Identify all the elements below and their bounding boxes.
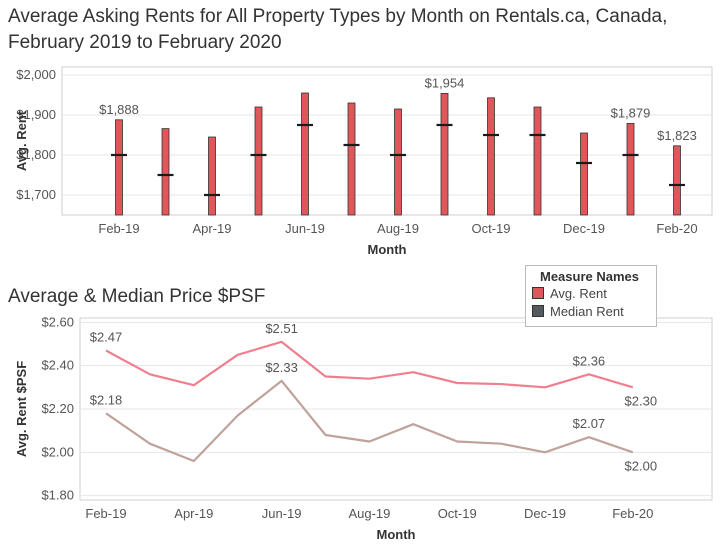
y-axis-title: Avg. Rent $PSF	[14, 361, 29, 457]
y-tick-label: $1,700	[16, 187, 56, 202]
bar	[580, 132, 588, 216]
bar	[440, 93, 449, 216]
y-axis-title: Avg. Rent	[14, 110, 29, 171]
data-label: $1,888	[99, 102, 139, 117]
x-tick-label: Jun-19	[262, 506, 302, 521]
legend-item-median-rent[interactable]: Median Rent	[526, 302, 656, 320]
bar	[115, 119, 123, 216]
x-tick-label: Apr-19	[192, 221, 231, 236]
data-label: $1,954	[425, 75, 465, 90]
y-tick-label: $2.00	[41, 444, 74, 459]
data-label: $2.33	[265, 360, 298, 375]
x-tick-label: Jun-19	[285, 221, 325, 236]
data-label: $2.18	[90, 392, 123, 407]
data-label: $2.51	[265, 321, 298, 336]
median-rent-line	[105, 379, 634, 463]
bar	[487, 97, 495, 216]
legend-label-median-rent: Median Rent	[550, 303, 624, 319]
chart-title-top: Average Asking Rents for All Property Ty…	[8, 6, 668, 53]
bar	[254, 106, 263, 216]
x-tick-label: Apr-19	[174, 506, 213, 521]
bar	[161, 128, 170, 216]
x-tick-label: Aug-19	[377, 221, 419, 236]
bar	[626, 123, 635, 216]
legend-item-avg-rent[interactable]: Avg. Rent	[526, 284, 656, 302]
bar	[347, 102, 356, 216]
bar	[208, 136, 216, 216]
bar	[533, 106, 542, 216]
x-tick-label: Aug-19	[348, 506, 390, 521]
x-axis-title: Month	[377, 527, 416, 542]
legend: Measure Names Avg. Rent Median Rent	[525, 265, 657, 327]
data-label: $2.30	[625, 393, 658, 408]
y-tick-label: $2,000	[16, 67, 56, 82]
x-tick-label: Oct-19	[438, 506, 477, 521]
legend-swatch-median-rent	[532, 305, 544, 317]
y-tick-label: $2.20	[41, 401, 74, 416]
legend-title: Measure Names	[540, 269, 639, 284]
y-tick-label: $2.60	[41, 314, 74, 329]
x-tick-label: Oct-19	[471, 221, 510, 236]
data-label: $2.47	[90, 330, 123, 345]
plot-area	[61, 66, 713, 216]
y-tick-label: $1,900	[16, 107, 56, 122]
x-tick-label: Feb-20	[656, 221, 697, 236]
avg-rent-line	[105, 340, 634, 389]
legend-label-avg-rent: Avg. Rent	[550, 285, 607, 301]
x-axis-title: Month	[368, 242, 407, 257]
x-tick-label: Dec-19	[563, 221, 605, 236]
chart-title-bottom: Average & Median Price $PSF	[8, 286, 266, 307]
bar	[394, 108, 402, 216]
data-label: $1,879	[611, 105, 651, 120]
data-label: $2.00	[625, 458, 658, 473]
data-label: $2.07	[573, 416, 606, 431]
x-tick-label: Dec-19	[524, 506, 566, 521]
x-tick-label: Feb-19	[85, 506, 126, 521]
y-tick-label: $1,800	[16, 147, 56, 162]
y-tick-label: $2.40	[41, 358, 74, 373]
x-tick-label: Feb-20	[612, 506, 653, 521]
legend-swatch-avg-rent	[532, 287, 544, 299]
y-tick-label: $1.80	[41, 488, 74, 503]
bar	[301, 92, 309, 216]
data-label: $1,823	[657, 128, 697, 143]
bar	[673, 145, 681, 216]
data-label: $2.36	[573, 353, 606, 368]
x-tick-label: Feb-19	[98, 221, 139, 236]
